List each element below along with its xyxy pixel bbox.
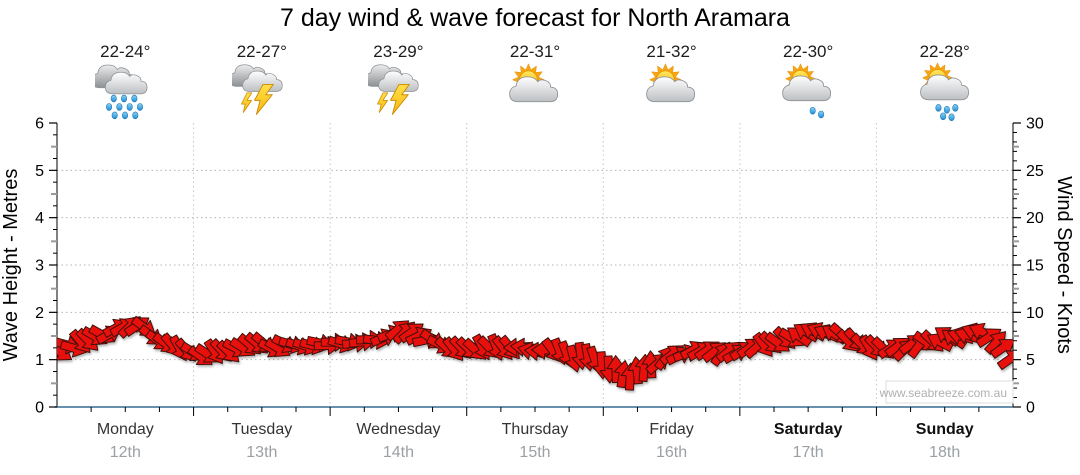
date-label: 18th (929, 444, 961, 461)
date-label: 13th (246, 444, 278, 461)
wind-speed-tick-label: 15 (1026, 258, 1044, 275)
day-column-tuesday: 22-27° (212, 42, 312, 121)
wind-speed-tick-label: 10 (1026, 305, 1044, 322)
date-label: 12th (109, 444, 141, 461)
weather-icon-sun-shower-light (782, 63, 832, 119)
temperature-label: 22-30° (783, 42, 834, 61)
horizontal-gridlines (57, 169, 1013, 361)
wave-height-tick-label: 5 (35, 163, 44, 180)
day-label: Tuesday (231, 421, 293, 438)
page-title: 7 day wind & wave forecast for North Ara… (280, 4, 790, 32)
wave-height-axis-label: Wave Height - Metres (0, 169, 22, 362)
date-label: 15th (519, 444, 551, 461)
temperature-label: 22-24° (100, 42, 151, 61)
day-label: Monday (96, 421, 154, 438)
wave-height-tick-label: 6 (35, 116, 44, 133)
wave-height-tick-label: 0 (35, 400, 44, 417)
weather-icon-thunderstorm (368, 64, 420, 115)
wind-direction-arrows (57, 315, 1013, 391)
temperature-label: 22-27° (236, 42, 287, 61)
wind-speed-tick-label: 20 (1026, 210, 1044, 227)
temperature-label: 21-32° (646, 42, 697, 61)
wave-height-tick-label: 3 (35, 258, 44, 275)
wind-speed-tick-label: 30 (1026, 116, 1044, 133)
wave-height-tick-label: 4 (35, 210, 44, 227)
temperature-label: 22-31° (509, 42, 561, 61)
day-column-thursday: 22-31° (485, 42, 585, 121)
right-axis-ticks: 0 5 10 15 20 25 30 (1013, 116, 1044, 417)
weather-icon-sun-shower (919, 62, 969, 121)
date-label: 14th (382, 444, 414, 461)
day-column-saturday: 22-30° (758, 42, 858, 121)
wind-speed-tick-label: 0 (1026, 400, 1035, 417)
weather-icon-rain (95, 64, 148, 120)
wind-speed-tick-label: 5 (1026, 352, 1035, 369)
day-label: Sunday (915, 421, 974, 438)
day-column-wednesday: 23-29° (348, 42, 448, 121)
day-label: Friday (649, 421, 694, 438)
wave-height-tick-label: 1 (35, 352, 44, 369)
date-label: 17th (792, 444, 824, 461)
date-label: 16th (655, 444, 688, 461)
day-column-sunday: 22-28° (895, 42, 995, 121)
weather-icon-partly-cloudy (645, 63, 695, 103)
temperature-label: 23-29° (373, 42, 424, 61)
day-column-monday: 22-24° (75, 42, 175, 121)
wave-height-tick-label: 2 (35, 305, 44, 322)
day-column-friday: 21-32° (622, 42, 722, 121)
weather-icon-thunderstorm (231, 64, 283, 115)
wind-speed-tick-label: 25 (1026, 163, 1044, 180)
day-label: Wednesday (356, 421, 441, 438)
wind-speed-axis-label: Wind Speed - Knots (1053, 176, 1075, 354)
x-axis-ticks (90, 407, 980, 416)
day-label: Saturday (773, 421, 843, 438)
left-axis-ticks: 0 1 2 3 4 5 6 (35, 116, 57, 417)
day-label: Thursday (501, 421, 569, 438)
temperature-label: 22-28° (919, 42, 970, 61)
weather-icon-partly-cloudy (509, 63, 559, 103)
watermark-text: www.seabreeze.com.au (879, 386, 1007, 400)
watermark: www.seabreeze.com.au (879, 380, 1014, 404)
